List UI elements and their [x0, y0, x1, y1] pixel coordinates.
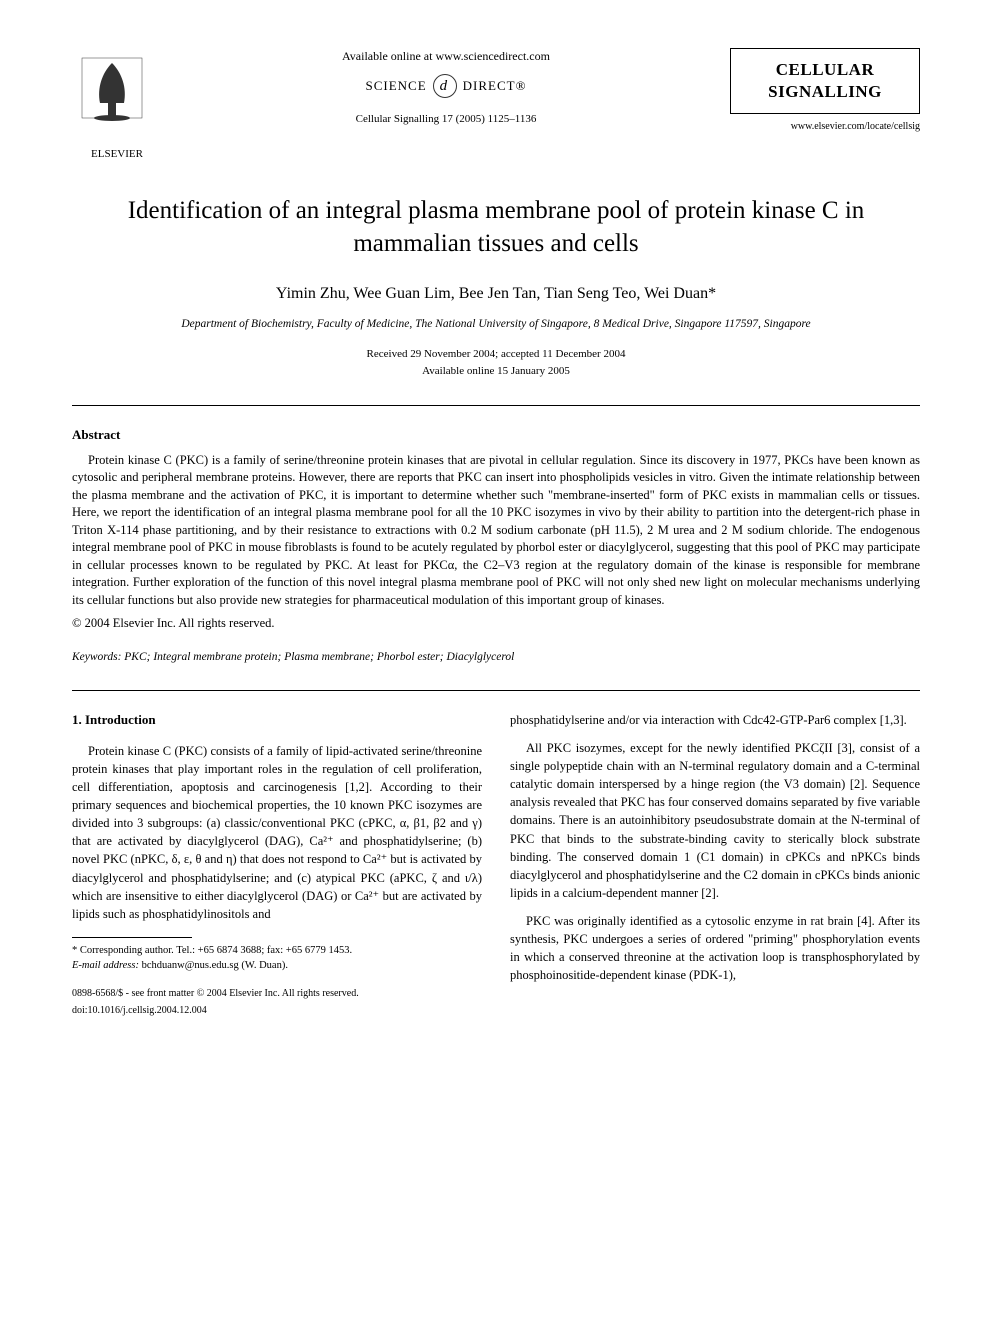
affiliation: Department of Biochemistry, Faculty of M… [72, 317, 920, 333]
elsevier-logo-icon [72, 48, 152, 138]
header-center: Available online at www.sciencedirect.co… [162, 48, 730, 127]
publisher-name: ELSEVIER [72, 147, 162, 162]
intro-paragraph-1: Protein kinase C (PKC) consists of a fam… [72, 742, 482, 923]
email-address: bchduanw@nus.edu.sg (W. Duan). [142, 960, 288, 971]
sd-text-right: DIRECT® [463, 77, 527, 95]
abstract-copyright: © 2004 Elsevier Inc. All rights reserved… [72, 615, 920, 632]
available-online-text: Available online at www.sciencedirect.co… [182, 48, 710, 64]
authors-line: Yimin Zhu, Wee Guan Lim, Bee Jen Tan, Ti… [72, 283, 920, 305]
intro-paragraph-3: PKC was originally identified as a cytos… [510, 912, 920, 985]
page-header: ELSEVIER Available online at www.science… [72, 48, 920, 162]
body-columns: 1. Introduction Protein kinase C (PKC) c… [72, 711, 920, 1018]
citation-line: Cellular Signalling 17 (2005) 1125–1136 [182, 112, 710, 127]
keywords-label: Keywords: [72, 651, 121, 663]
intro-paragraph-1-cont: phosphatidylserine and/or via interactio… [510, 711, 920, 729]
email-label: E-mail address: [72, 960, 139, 971]
keywords-list: PKC; Integral membrane protein; Plasma m… [124, 651, 514, 663]
corresponding-author: * Corresponding author. Tel.: +65 6874 3… [72, 944, 482, 959]
publication-dates: Received 29 November 2004; accepted 11 D… [72, 346, 920, 379]
keywords-line: Keywords: PKC; Integral membrane protein… [72, 650, 920, 666]
abstract-heading: Abstract [72, 426, 920, 444]
footer-line-1: 0898-6568/$ - see front matter © 2004 El… [72, 987, 482, 1002]
journal-title-box: CELLULAR SIGNALLING [730, 48, 920, 114]
separator-line-2 [72, 690, 920, 691]
header-right: CELLULAR SIGNALLING www.elsevier.com/loc… [730, 48, 920, 134]
journal-url: www.elsevier.com/locate/cellsig [730, 120, 920, 134]
footer-doi: doi:10.1016/j.cellsig.2004.12.004 [72, 1004, 482, 1019]
email-line: E-mail address: bchduanw@nus.edu.sg (W. … [72, 959, 482, 974]
sciencedirect-logo: SCIENCE DIRECT® [182, 74, 710, 98]
column-right: phosphatidylserine and/or via interactio… [510, 711, 920, 1018]
available-online-date: Available online 15 January 2005 [72, 363, 920, 380]
journal-name-line2: SIGNALLING [739, 81, 911, 103]
footnote-separator [72, 937, 192, 938]
abstract-text: Protein kinase C (PKC) is a family of se… [72, 452, 920, 610]
footnotes-block: * Corresponding author. Tel.: +65 6874 3… [72, 944, 482, 973]
sd-circle-icon [433, 74, 457, 98]
separator-line [72, 405, 920, 406]
journal-name-line1: CELLULAR [739, 59, 911, 81]
intro-paragraph-2: All PKC isozymes, except for the newly i… [510, 739, 920, 902]
received-accepted: Received 29 November 2004; accepted 11 D… [72, 346, 920, 363]
publisher-logo-block: ELSEVIER [72, 48, 162, 162]
section-1-heading: 1. Introduction [72, 711, 482, 730]
article-title: Identification of an integral plasma mem… [72, 194, 920, 262]
sd-text-left: SCIENCE [366, 77, 427, 95]
column-left: 1. Introduction Protein kinase C (PKC) c… [72, 711, 482, 1018]
